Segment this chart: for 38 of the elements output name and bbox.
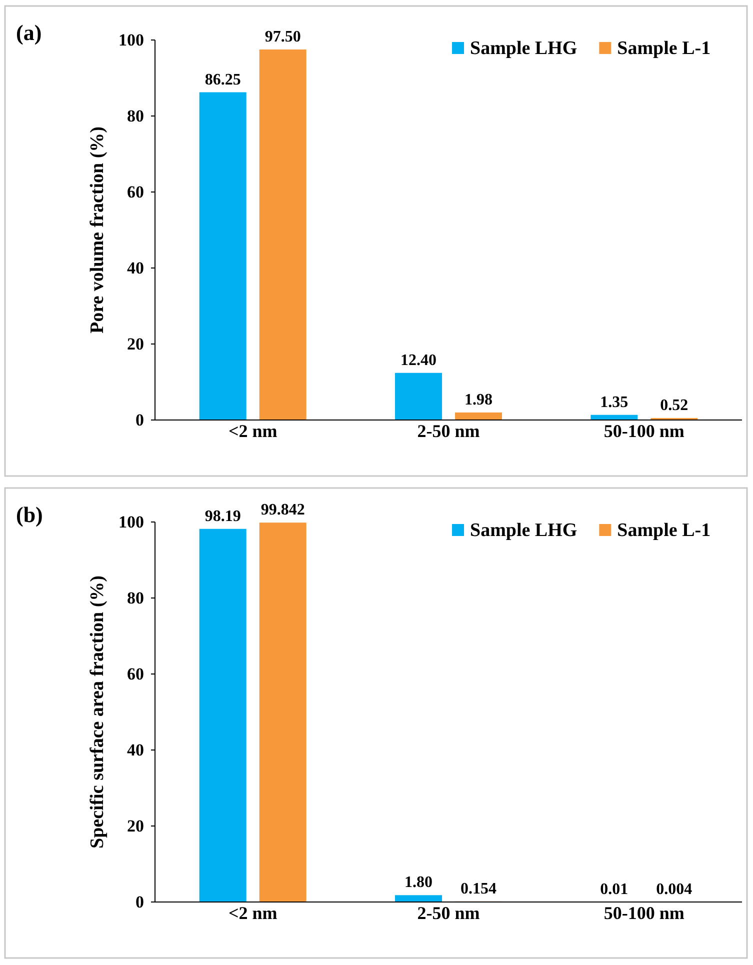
text: (a): [16, 20, 42, 45]
y-tick-label: 0: [136, 892, 144, 912]
y-tick-label: 60: [127, 664, 144, 684]
data-label: 0.004: [656, 880, 692, 898]
legend-label: Sample LHG: [470, 38, 578, 59]
x-tick-label: 2-50 nm: [417, 421, 480, 441]
data-label: 0.01: [600, 880, 628, 898]
data-label: 1.98: [464, 391, 492, 408]
y-tick-label: 60: [127, 182, 144, 202]
data-label: 99.842: [260, 502, 305, 519]
data-label: 0.154: [460, 880, 496, 898]
y-tick-label: 80: [127, 588, 144, 608]
data-label: 97.50: [264, 28, 301, 46]
legend-label: Sample L-1: [617, 38, 711, 59]
data-label: 86.25: [204, 71, 241, 88]
legend-label: Sample LHG: [470, 520, 578, 541]
x-tick-label: 50-100 nm: [604, 903, 684, 923]
y-axis-title: Pore volume fraction (%): [87, 126, 108, 334]
text: (b): [16, 502, 43, 527]
y-tick-label: 100: [118, 30, 144, 50]
x-tick-label: 2-50 nm: [417, 903, 480, 923]
data-label: 0.52: [660, 397, 688, 414]
y-axis-title: Specific surface area fraction (%): [87, 576, 108, 848]
x-tick-label: 50-100 nm: [604, 421, 684, 441]
y-tick-label: 100: [118, 512, 144, 532]
y-tick-label: 80: [127, 106, 144, 126]
data-label: 98.19: [204, 508, 241, 525]
data-label: 1.80: [404, 874, 432, 892]
x-tick-label: <2 nm: [228, 421, 278, 441]
data-label: 1.35: [600, 394, 628, 411]
legend-label: Sample L-1: [617, 520, 711, 541]
y-tick-label: 40: [127, 258, 144, 278]
y-tick-label: 20: [127, 334, 144, 354]
y-tick-label: 40: [127, 740, 144, 760]
data-label: 12.40: [400, 352, 436, 369]
x-tick-label: <2 nm: [228, 903, 278, 923]
y-tick-label: 0: [136, 410, 144, 430]
y-tick-label: 20: [127, 816, 144, 836]
